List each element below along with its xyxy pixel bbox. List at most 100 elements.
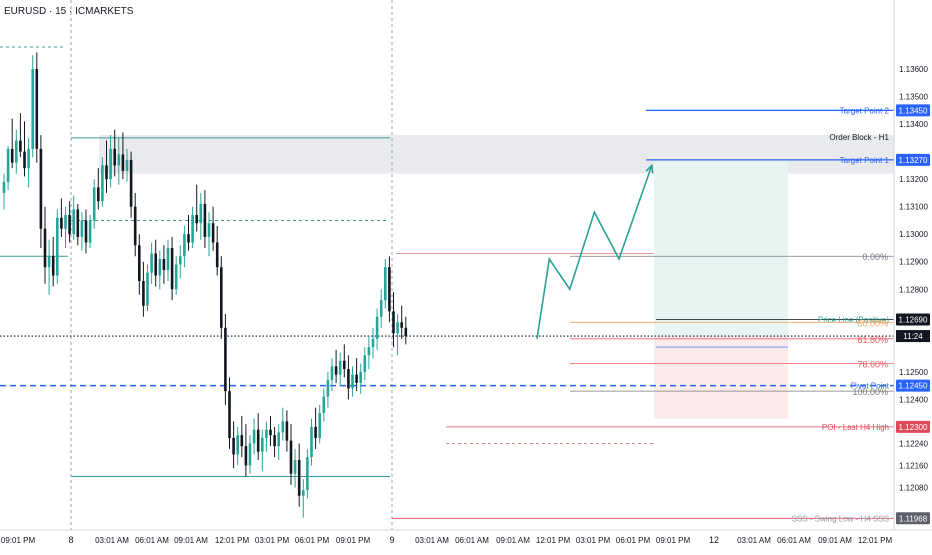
- axis-tag-5: 1.12300: [899, 423, 928, 432]
- candle-body: [269, 429, 272, 436]
- candle-body: [19, 140, 22, 152]
- axis-tag-4: 1.12450: [899, 382, 928, 391]
- candle-body: [203, 203, 207, 237]
- candle-body: [338, 360, 342, 375]
- candle-body: [15, 140, 18, 163]
- candle-body: [51, 256, 55, 276]
- candle-body: [228, 391, 231, 438]
- x-tick-8: 09:01 PM: [336, 536, 371, 545]
- fib-label-0: 0.00%: [862, 252, 888, 262]
- label-3: Price Line (Positive): [818, 316, 889, 325]
- candle-body: [384, 267, 387, 301]
- candle-body: [388, 267, 391, 312]
- candle-body: [43, 228, 47, 268]
- x-tick-10: 03:01 AM: [415, 536, 449, 545]
- candle-body: [351, 374, 354, 389]
- y-tick-3: 1.12240: [899, 439, 928, 448]
- axis-tag-bg-0: [896, 104, 930, 117]
- x-tick-2: 03:01 AM: [95, 536, 129, 545]
- candle-body: [2, 181, 6, 193]
- label-0: Target Point 2: [840, 106, 890, 115]
- fib-label-4: 100.00%: [852, 387, 888, 397]
- fib-label-2: 61.80%: [857, 335, 888, 345]
- candle-body: [232, 437, 235, 455]
- candle-body: [277, 432, 280, 447]
- candle-body: [322, 396, 326, 414]
- candle-body: [302, 490, 305, 496]
- candle-body: [396, 322, 399, 334]
- y-tick-9: 1.12900: [899, 258, 928, 267]
- candle-body: [273, 435, 276, 447]
- x-tick-21: 12:01 PM: [858, 536, 893, 545]
- candle-body: [236, 435, 239, 455]
- candle-body: [392, 311, 395, 334]
- candle-body: [113, 148, 116, 166]
- axis-tag-bg-2: [896, 153, 930, 166]
- axis-tag-2: 1.13270: [899, 156, 928, 165]
- candle-body: [138, 245, 141, 282]
- x-tick-18: 03:01 AM: [737, 536, 771, 545]
- y-tick-6: 1.12500: [899, 368, 928, 377]
- projection-path: [536, 165, 653, 339]
- candle-body: [240, 435, 244, 447]
- candle-body: [334, 366, 338, 375]
- y-tick-10: 1.13000: [899, 230, 928, 239]
- x-tick-11: 06:01 AM: [455, 536, 489, 545]
- candle-body: [23, 151, 26, 169]
- candle-body: [375, 316, 379, 339]
- candle-body: [31, 69, 34, 149]
- candle-body: [207, 223, 211, 237]
- candle-body: [289, 440, 293, 474]
- candle-body: [285, 421, 289, 441]
- y-tick-2: 1.12160: [899, 461, 928, 470]
- stop-loss-zone: [654, 336, 788, 419]
- candle-body: [281, 421, 285, 433]
- x-tick-6: 03:01 PM: [255, 536, 290, 545]
- fib-label-3: 78.60%: [857, 360, 888, 370]
- candle-body: [314, 426, 317, 438]
- candle-body: [318, 413, 321, 438]
- axis-tag-bg-3: [896, 313, 930, 326]
- candle-body: [359, 371, 362, 383]
- symbol-label: EURUSD · 15 · ICMARKETS: [4, 6, 134, 17]
- candle-body: [326, 380, 330, 397]
- axis-tag-3: 1.12690: [899, 316, 928, 325]
- x-tick-14: 03:01 PM: [576, 536, 611, 545]
- candle-body: [121, 154, 125, 171]
- axis-tag-0: 1.13450: [899, 106, 928, 115]
- candle-body: [47, 256, 51, 268]
- candle-body: [117, 154, 121, 166]
- candle-body: [252, 429, 256, 444]
- candle-body: [60, 217, 63, 229]
- x-tick-0: 09:01 PM: [1, 536, 36, 545]
- candle-body: [244, 446, 248, 466]
- x-tick-9: 9: [389, 535, 394, 545]
- candle-body: [84, 220, 88, 243]
- label-1: Order Block - H1: [829, 133, 889, 142]
- candle-body: [224, 327, 227, 392]
- label-5: POI - Last H4 High: [822, 423, 889, 432]
- candle-body: [142, 281, 145, 306]
- candle-body: [199, 203, 203, 224]
- candle-body: [306, 457, 309, 491]
- x-tick-16: 09:01 PM: [656, 536, 691, 545]
- label-2: Target Point 1: [840, 156, 890, 165]
- candle-body: [56, 217, 59, 276]
- y-tick-5: 1.12400: [899, 395, 928, 404]
- x-tick-12: 09:01 AM: [496, 536, 530, 545]
- candle-body: [310, 426, 313, 458]
- candle-body: [146, 272, 149, 306]
- candle-body: [371, 338, 375, 348]
- y-tick-15: 1.13500: [899, 93, 928, 102]
- candle-body: [129, 159, 133, 207]
- candle-body: [92, 187, 96, 221]
- candle-body: [170, 247, 174, 290]
- candle-body: [72, 209, 75, 235]
- candle-body: [297, 459, 301, 496]
- y-tick-16: 1.13600: [899, 65, 928, 74]
- x-tick-3: 06:01 AM: [135, 536, 169, 545]
- x-tick-4: 09:01 AM: [174, 536, 208, 545]
- candle-body: [248, 443, 252, 466]
